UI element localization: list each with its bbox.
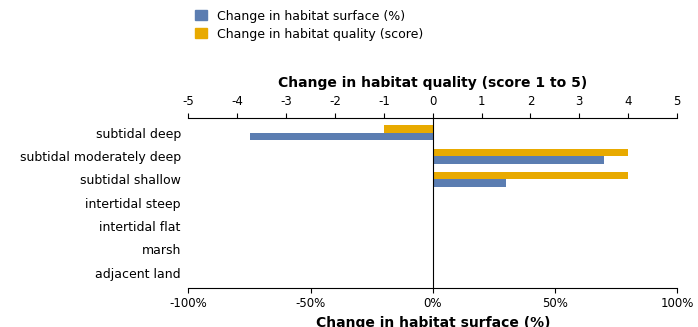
Bar bbox=[433, 149, 628, 156]
Bar bbox=[433, 156, 604, 164]
X-axis label: Change in habitat quality (score 1 to 5): Change in habitat quality (score 1 to 5) bbox=[278, 76, 588, 90]
Bar bbox=[433, 172, 628, 180]
Bar bbox=[384, 126, 433, 133]
Bar bbox=[250, 133, 433, 140]
Legend: Change in habitat surface (%), Change in habitat quality (score): Change in habitat surface (%), Change in… bbox=[195, 9, 424, 41]
X-axis label: Change in habitat surface (%): Change in habitat surface (%) bbox=[315, 316, 550, 327]
Bar bbox=[433, 180, 506, 187]
